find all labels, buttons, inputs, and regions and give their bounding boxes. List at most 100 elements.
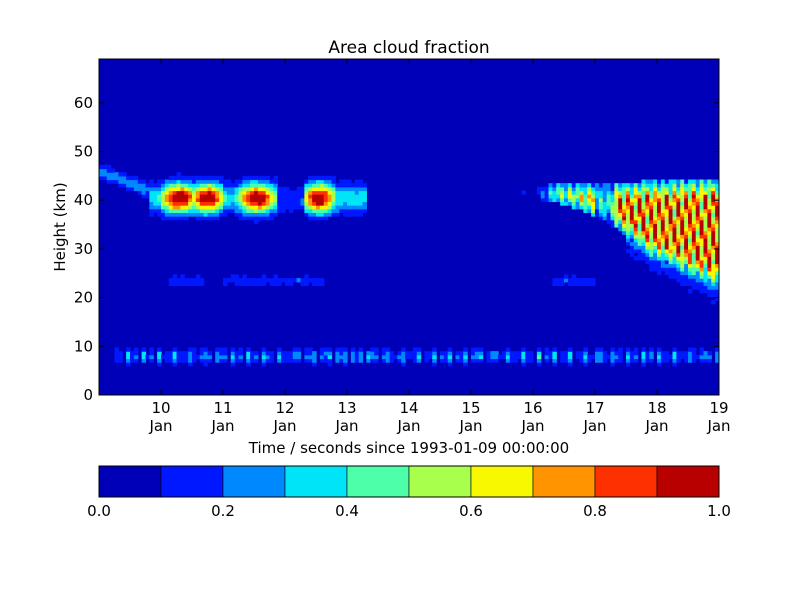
heatmap-cell bbox=[637, 223, 643, 228]
heatmap-cell bbox=[703, 281, 708, 287]
heatmap-cell bbox=[699, 223, 705, 228]
heatmap-cell bbox=[350, 190, 356, 195]
heatmap-cell bbox=[312, 190, 317, 195]
heatmap-cell bbox=[571, 201, 577, 206]
heatmap-cell bbox=[672, 212, 677, 217]
heatmap-cell bbox=[633, 347, 639, 352]
heatmap-cell bbox=[261, 354, 267, 360]
heatmap-cell bbox=[657, 267, 662, 272]
heatmap-cell bbox=[699, 285, 705, 290]
heatmap-cell bbox=[668, 212, 674, 217]
heatmap-cell bbox=[645, 194, 650, 199]
heatmap-cell bbox=[715, 354, 719, 360]
heatmap-cell bbox=[269, 190, 274, 195]
heatmap-cell bbox=[304, 186, 309, 192]
heatmap-cell bbox=[153, 194, 158, 199]
heatmap-cell bbox=[168, 190, 174, 195]
heatmap-cell bbox=[691, 285, 697, 290]
heatmap-cell bbox=[157, 194, 162, 199]
heatmap-cell bbox=[591, 197, 596, 203]
heatmap-cell bbox=[463, 351, 468, 356]
heatmap-cell bbox=[657, 358, 662, 363]
heatmap-cell bbox=[412, 358, 418, 363]
heatmap-cell bbox=[261, 194, 267, 199]
heatmap-cell bbox=[598, 183, 604, 188]
heatmap-cell bbox=[292, 347, 298, 352]
heatmap-cell bbox=[649, 248, 654, 254]
heatmap-cell bbox=[323, 186, 329, 192]
heatmap-cell bbox=[672, 223, 677, 228]
heatmap-cell bbox=[560, 281, 565, 287]
heatmap-cell bbox=[323, 179, 329, 184]
heatmap-cell bbox=[579, 186, 584, 192]
heatmap-cell bbox=[219, 347, 224, 352]
heatmap-cell bbox=[211, 208, 216, 213]
heatmap-cell bbox=[188, 183, 193, 188]
heatmap-cell bbox=[707, 281, 712, 287]
heatmap-cell bbox=[645, 201, 650, 206]
heatmap-cell bbox=[172, 197, 178, 203]
heatmap-cell bbox=[699, 201, 705, 206]
heatmap-cell bbox=[327, 197, 333, 203]
x-tick-label-month: Jan bbox=[272, 417, 296, 435]
heatmap-cell bbox=[633, 183, 639, 188]
heatmap-cell bbox=[622, 223, 627, 228]
heatmap-cell bbox=[688, 347, 693, 352]
heatmap-cell bbox=[172, 194, 178, 199]
heatmap-cell bbox=[118, 183, 123, 188]
heatmap-cell bbox=[715, 234, 719, 239]
heatmap-cell bbox=[641, 237, 646, 243]
heatmap-cell bbox=[486, 354, 491, 360]
heatmap-cell bbox=[672, 183, 677, 188]
heatmap-cell bbox=[106, 164, 112, 170]
heatmap-cell bbox=[308, 194, 313, 199]
heatmap-cell bbox=[370, 358, 375, 363]
heatmap-cell bbox=[610, 205, 615, 210]
heatmap-cell bbox=[261, 183, 267, 188]
heatmap-cell bbox=[308, 358, 313, 363]
heatmap-cell bbox=[432, 351, 437, 356]
heatmap-cell bbox=[641, 230, 646, 235]
heatmap-cell bbox=[672, 259, 677, 265]
heatmap-cell bbox=[474, 354, 480, 360]
heatmap-cell bbox=[684, 197, 689, 203]
heatmap-cell bbox=[130, 358, 135, 363]
heatmap-cell bbox=[649, 179, 654, 184]
heatmap-cell bbox=[567, 201, 573, 206]
heatmap-cell bbox=[257, 175, 263, 181]
heatmap-cell bbox=[149, 351, 154, 356]
heatmap-cell bbox=[684, 278, 689, 283]
heatmap-cell bbox=[149, 354, 154, 360]
heatmap-cell bbox=[699, 216, 705, 221]
heatmap-cell bbox=[587, 205, 592, 210]
heatmap-cell bbox=[238, 201, 243, 206]
heatmap-cell bbox=[242, 205, 247, 210]
heatmap-cell bbox=[676, 351, 681, 356]
heatmap-cell bbox=[393, 354, 398, 360]
heatmap-cell bbox=[668, 241, 674, 246]
heatmap-cell bbox=[595, 351, 600, 356]
heatmap-cell bbox=[703, 270, 708, 276]
heatmap-cell bbox=[459, 351, 464, 356]
heatmap-cell bbox=[513, 351, 519, 356]
heatmap-cell bbox=[199, 205, 205, 210]
heatmap-cell bbox=[672, 245, 677, 250]
heatmap-cell bbox=[614, 219, 619, 224]
heatmap-cell bbox=[676, 354, 681, 360]
heatmap-cell bbox=[645, 223, 650, 228]
heatmap-cell bbox=[389, 358, 395, 363]
heatmap-cell bbox=[219, 175, 224, 181]
heatmap-cell bbox=[188, 278, 193, 283]
heatmap-cell bbox=[153, 190, 158, 195]
heatmap-cell bbox=[657, 219, 662, 224]
heatmap-cell bbox=[622, 183, 627, 188]
heatmap-cell bbox=[610, 208, 615, 213]
heatmap-cell bbox=[285, 194, 290, 199]
heatmap-cell bbox=[583, 358, 588, 363]
heatmap-cell bbox=[478, 358, 484, 363]
heatmap-cell bbox=[583, 281, 588, 287]
x-tick-label-day: 18 bbox=[647, 399, 666, 417]
heatmap-cell bbox=[711, 208, 716, 213]
heatmap-cell bbox=[664, 219, 670, 224]
heatmap-cell bbox=[672, 256, 677, 261]
